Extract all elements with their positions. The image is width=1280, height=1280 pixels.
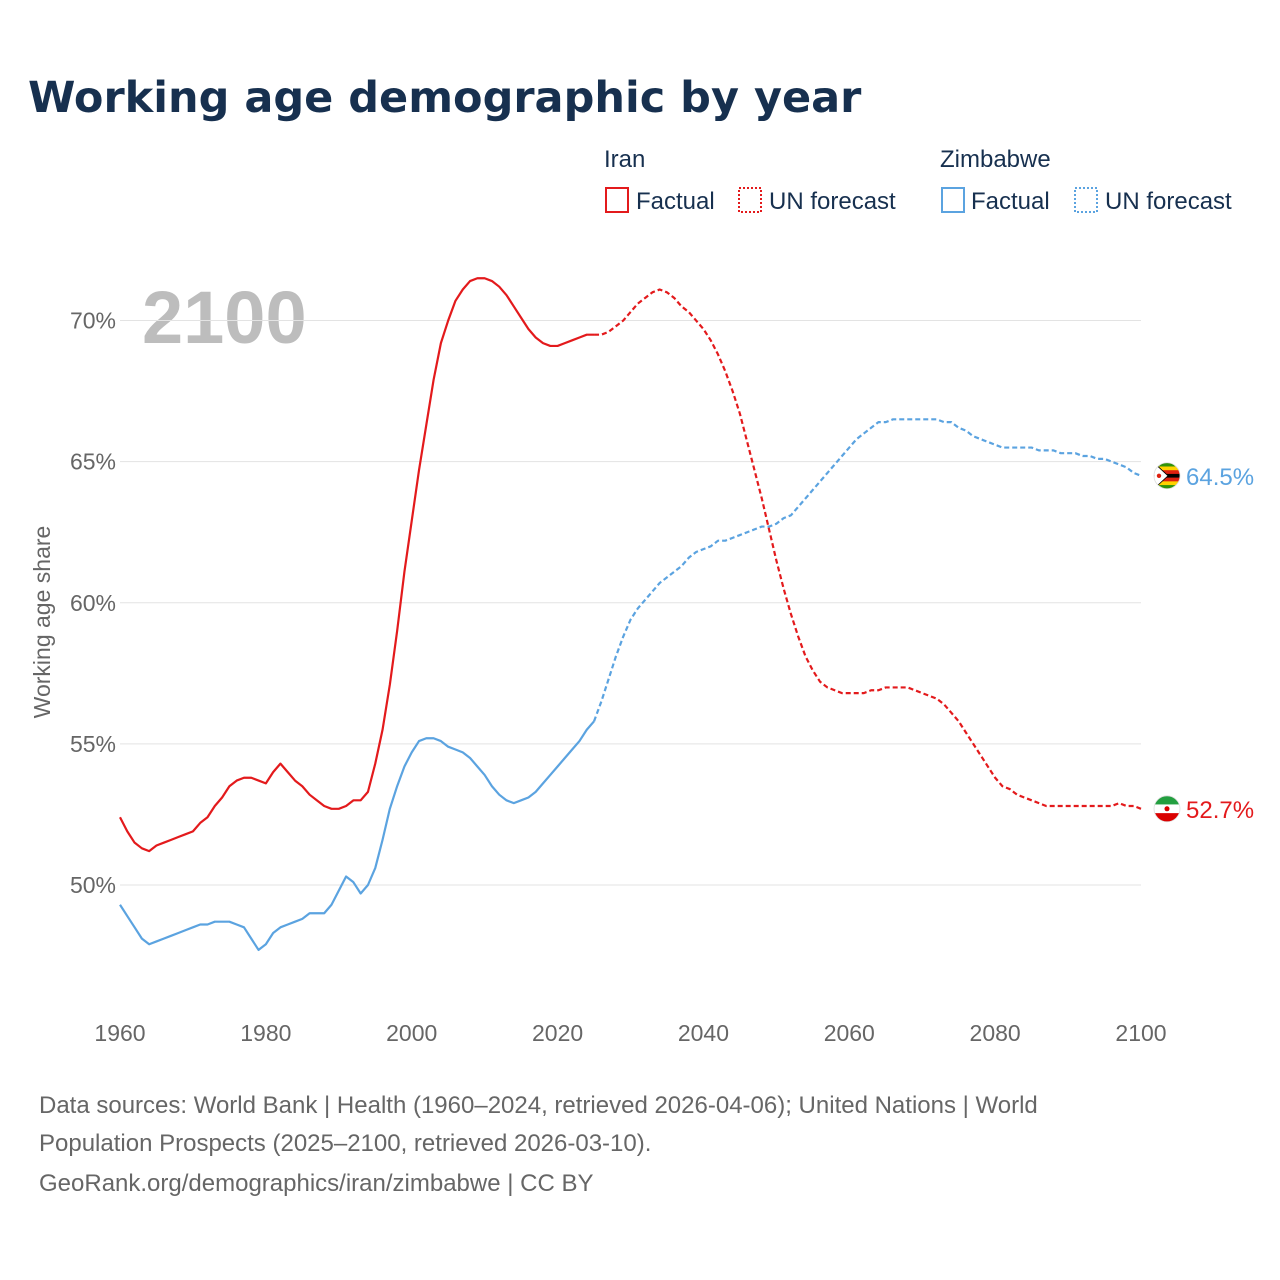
source-line-1: Data sources: World Bank | Health (1960–… bbox=[39, 1092, 1038, 1119]
line-zimbabwe-forecast bbox=[593, 418, 1142, 722]
end-label-zimbabwe: 64.5% bbox=[1186, 464, 1254, 491]
year-label: 2100 bbox=[142, 276, 307, 359]
x-tick-label: 1960 bbox=[94, 1020, 145, 1046]
legend-swatch-iran-forecast bbox=[738, 187, 762, 213]
series-layer bbox=[119, 277, 1142, 952]
y-tick-label: 65% bbox=[70, 449, 116, 475]
y-tick-label: 50% bbox=[70, 872, 116, 898]
x-tick-label: 2000 bbox=[386, 1020, 437, 1046]
y-tick-label: 60% bbox=[70, 590, 116, 616]
y-tick-label: 70% bbox=[70, 308, 116, 334]
gridlines bbox=[120, 320, 1141, 886]
y-axis: 50% 55% 60% 65% 70% bbox=[70, 308, 116, 898]
chart-title: Working age demographic by year bbox=[28, 73, 862, 123]
x-tick-label: 2100 bbox=[1115, 1020, 1166, 1046]
x-tick-label: 2020 bbox=[532, 1020, 583, 1046]
x-axis: 1960 1980 2000 2020 2040 2060 2080 2100 bbox=[94, 1020, 1166, 1046]
x-tick-label: 2040 bbox=[678, 1020, 729, 1046]
iran-flag-icon bbox=[1153, 795, 1181, 823]
x-tick-label: 1980 bbox=[240, 1020, 291, 1046]
end-markers: 52.7% 64.5% bbox=[1153, 462, 1254, 824]
legend-label-iran-factual: Factual bbox=[636, 188, 715, 215]
end-label-iran: 52.7% bbox=[1186, 797, 1254, 824]
legend-swatch-iran-factual bbox=[605, 187, 629, 213]
legend-label-iran-forecast: UN forecast bbox=[769, 188, 896, 215]
zimbabwe-flag-icon bbox=[1153, 462, 1181, 490]
x-tick-label: 2080 bbox=[970, 1020, 1021, 1046]
legend-swatch-zimbabwe-forecast bbox=[1074, 187, 1098, 213]
legend-label-zimbabwe-forecast: UN forecast bbox=[1105, 188, 1232, 215]
line-zimbabwe-factual bbox=[119, 720, 595, 952]
x-tick-label: 2060 bbox=[824, 1020, 875, 1046]
line-iran-factual bbox=[119, 277, 595, 853]
source-line-2: Population Prospects (2025–2100, retriev… bbox=[39, 1130, 651, 1157]
legend-swatch-zimbabwe-factual bbox=[941, 187, 965, 213]
legend-label-zimbabwe-factual: Factual bbox=[971, 188, 1050, 215]
legend: Iran Factual UN forecast Zimbabwe Factua… bbox=[604, 146, 1232, 215]
legend-group-iran: Iran bbox=[604, 146, 645, 173]
legend-group-zimbabwe: Zimbabwe bbox=[940, 146, 1051, 173]
source-line-3: GeoRank.org/demographics/iran/zimbabwe |… bbox=[39, 1170, 593, 1197]
line-iran-forecast bbox=[594, 288, 1142, 810]
y-tick-label: 55% bbox=[70, 731, 116, 757]
y-axis-title: Working age share bbox=[29, 526, 55, 719]
